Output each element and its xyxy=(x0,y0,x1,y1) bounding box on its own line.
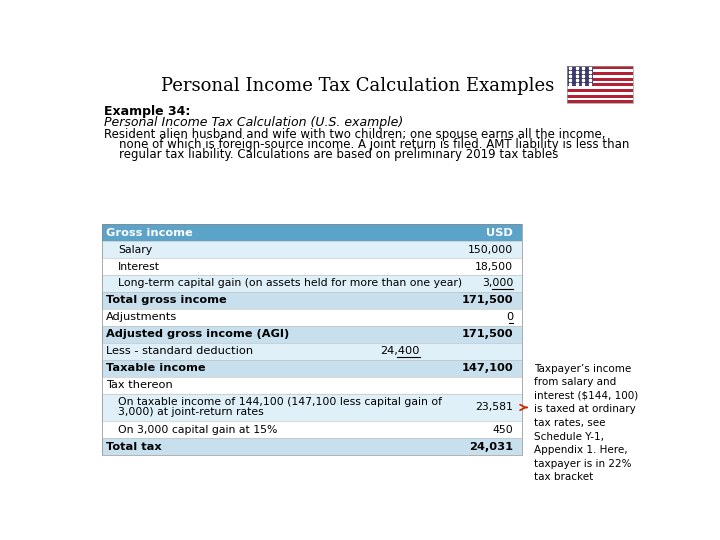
Bar xyxy=(567,78,632,80)
Text: Total tax: Total tax xyxy=(107,442,162,452)
Text: 147,100: 147,100 xyxy=(462,363,513,373)
Text: Personal Income Tax Calculation (U.S. example): Personal Income Tax Calculation (U.S. ex… xyxy=(104,117,403,130)
Text: Adjustments: Adjustments xyxy=(107,312,178,322)
Text: 3,000) at joint-return rates: 3,000) at joint-return rates xyxy=(118,407,264,417)
Text: 171,500: 171,500 xyxy=(462,295,513,306)
Bar xyxy=(102,326,523,343)
Text: Long-term capital gain (on assets held for more than one year): Long-term capital gain (on assets held f… xyxy=(118,279,462,288)
Text: On 3,000 capital gain at 15%: On 3,000 capital gain at 15% xyxy=(118,425,277,435)
Text: Salary: Salary xyxy=(118,245,152,254)
Bar xyxy=(102,275,523,292)
Text: On taxable income of 144,100 (147,100 less capital gain of: On taxable income of 144,100 (147,100 le… xyxy=(118,397,442,407)
Bar xyxy=(567,100,632,103)
Bar xyxy=(567,98,632,100)
Text: regular tax liability. Calculations are based on preliminary 2019 tax tables: regular tax liability. Calculations are … xyxy=(120,148,559,161)
Text: Resident alien husband and wife with two children; one spouse earns all the inco: Resident alien husband and wife with two… xyxy=(104,128,606,141)
Bar xyxy=(102,241,523,258)
Text: 450: 450 xyxy=(492,425,513,435)
Bar xyxy=(567,92,632,95)
Text: 150,000: 150,000 xyxy=(468,245,513,254)
Bar xyxy=(567,66,593,86)
Text: Tax thereon: Tax thereon xyxy=(107,380,173,390)
Text: Gross income: Gross income xyxy=(107,228,193,238)
Text: Total gross income: Total gross income xyxy=(107,295,227,306)
Text: 0: 0 xyxy=(506,312,513,322)
Bar xyxy=(567,83,632,86)
Bar xyxy=(567,89,632,92)
Text: USD: USD xyxy=(486,228,513,238)
Bar xyxy=(102,224,523,241)
Bar xyxy=(102,377,523,394)
Text: Less - standard deduction: Less - standard deduction xyxy=(107,346,253,356)
Text: 24,031: 24,031 xyxy=(469,442,513,452)
Text: 3,000: 3,000 xyxy=(482,279,513,288)
Bar xyxy=(102,421,523,438)
Text: Example 34:: Example 34: xyxy=(104,105,190,118)
Text: Personal Income Tax Calculation Examples: Personal Income Tax Calculation Examples xyxy=(161,77,554,94)
Text: Adjusted gross income (AGI): Adjusted gross income (AGI) xyxy=(107,329,289,339)
Bar xyxy=(567,86,632,89)
Bar xyxy=(567,66,632,69)
Bar xyxy=(102,394,523,421)
Text: Interest: Interest xyxy=(118,261,160,272)
Bar xyxy=(567,66,632,103)
Text: 18,500: 18,500 xyxy=(475,261,513,272)
Text: Taxable income: Taxable income xyxy=(107,363,206,373)
Bar xyxy=(102,360,523,377)
Bar xyxy=(102,438,523,455)
Bar xyxy=(567,80,632,83)
Text: 24,400: 24,400 xyxy=(381,346,420,356)
Bar xyxy=(102,258,523,275)
Bar xyxy=(567,95,632,98)
Text: none of which is foreign-source income. A joint return is filed. AMT liability i: none of which is foreign-source income. … xyxy=(120,138,630,151)
Bar xyxy=(567,69,632,72)
Text: 171,500: 171,500 xyxy=(462,329,513,339)
Bar xyxy=(102,292,523,309)
Text: 23,581: 23,581 xyxy=(475,402,513,413)
Bar xyxy=(102,224,523,455)
Bar xyxy=(102,343,523,360)
Text: Taxpayer’s income
from salary and
interest ($144, 100)
is taxed at ordinary
tax : Taxpayer’s income from salary and intere… xyxy=(534,363,639,482)
Bar xyxy=(102,309,523,326)
Bar xyxy=(567,72,632,75)
Bar xyxy=(567,75,632,78)
